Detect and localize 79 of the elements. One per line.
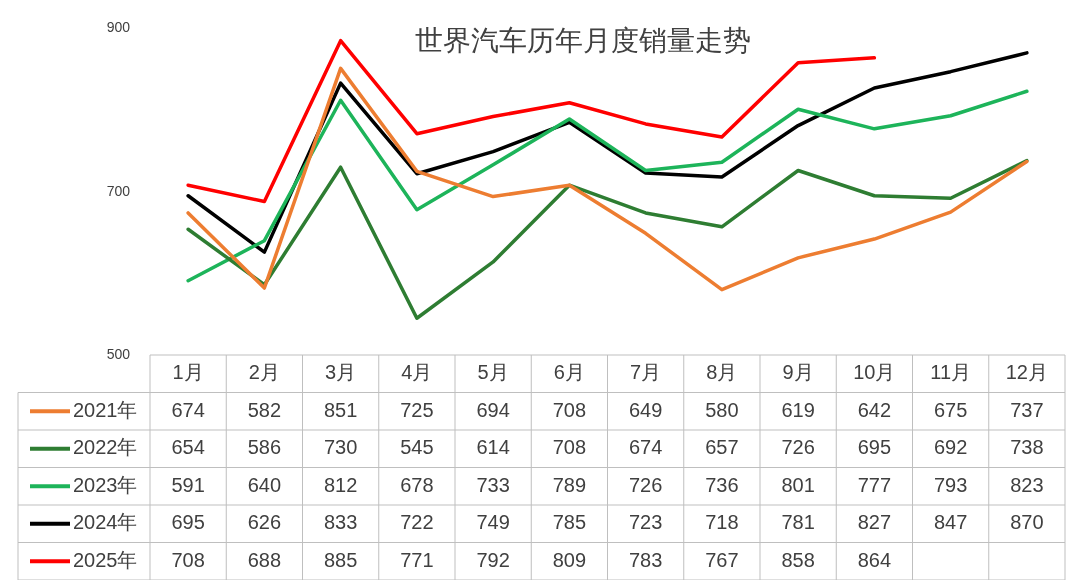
y-tick-label: 900 bbox=[106, 19, 131, 36]
data-label: 809 bbox=[552, 548, 587, 571]
data-label: 619 bbox=[781, 398, 815, 421]
x-tick-label: 4月 bbox=[401, 361, 433, 384]
data-label: 738 bbox=[1010, 436, 1044, 459]
data-label: 823 bbox=[1010, 473, 1044, 496]
data-label: 674 bbox=[628, 436, 663, 459]
data-label: 657 bbox=[705, 436, 739, 459]
data-label: 789 bbox=[552, 473, 587, 496]
data-label: 649 bbox=[628, 398, 663, 421]
data-label: 783 bbox=[628, 548, 663, 571]
x-tick-label: 9月 bbox=[782, 361, 814, 384]
data-label: 626 bbox=[247, 511, 282, 534]
data-label: 718 bbox=[705, 511, 739, 534]
x-tick-label: 8月 bbox=[706, 361, 738, 384]
legend-label: 2021年 bbox=[73, 398, 138, 421]
data-label: 580 bbox=[705, 398, 739, 421]
data-label: 591 bbox=[171, 473, 205, 496]
data-label: 749 bbox=[476, 511, 510, 534]
x-tick-label: 2月 bbox=[248, 361, 280, 384]
data-label: 885 bbox=[323, 548, 358, 571]
data-label: 737 bbox=[1010, 398, 1044, 421]
data-label: 694 bbox=[476, 398, 510, 421]
x-tick-label: 7月 bbox=[630, 361, 662, 384]
data-label: 726 bbox=[628, 473, 663, 496]
data-label: 858 bbox=[781, 548, 815, 571]
chart-title: 世界汽车历年月度销量走势 bbox=[414, 24, 751, 56]
x-tick-label: 1月 bbox=[172, 361, 204, 384]
data-label: 688 bbox=[247, 548, 282, 571]
data-label: 708 bbox=[171, 548, 205, 571]
data-label: 733 bbox=[476, 473, 510, 496]
data-label: 692 bbox=[933, 436, 968, 459]
data-label: 723 bbox=[628, 511, 663, 534]
y-tick-label: 700 bbox=[106, 182, 131, 199]
data-label: 708 bbox=[552, 436, 587, 459]
legend-label: 2024年 bbox=[73, 511, 138, 534]
data-label: 722 bbox=[400, 511, 434, 534]
data-label: 870 bbox=[1010, 511, 1044, 534]
data-label: 708 bbox=[552, 398, 587, 421]
data-label: 725 bbox=[400, 398, 434, 421]
data-label: 781 bbox=[781, 511, 815, 534]
data-label: 545 bbox=[400, 436, 434, 459]
data-label: 812 bbox=[323, 473, 358, 496]
data-label: 726 bbox=[781, 436, 815, 459]
data-label: 771 bbox=[400, 548, 434, 571]
data-label: 642 bbox=[857, 398, 892, 421]
data-label: 614 bbox=[476, 436, 510, 459]
y-tick-label: 500 bbox=[106, 345, 131, 362]
data-label: 801 bbox=[781, 473, 815, 496]
data-label: 847 bbox=[933, 511, 968, 534]
data-label: 785 bbox=[552, 511, 587, 534]
data-label: 792 bbox=[476, 548, 510, 571]
data-label: 675 bbox=[933, 398, 968, 421]
legend-label: 2025年 bbox=[73, 548, 138, 571]
data-label: 851 bbox=[323, 398, 358, 421]
data-label: 730 bbox=[323, 436, 358, 459]
data-label: 833 bbox=[323, 511, 358, 534]
x-tick-label: 12月 bbox=[1005, 361, 1048, 384]
data-label: 777 bbox=[857, 473, 892, 496]
data-label: 767 bbox=[705, 548, 739, 571]
data-label: 654 bbox=[171, 436, 205, 459]
data-label: 793 bbox=[933, 473, 968, 496]
data-label: 864 bbox=[857, 548, 892, 571]
x-tick-label: 5月 bbox=[477, 361, 509, 384]
x-tick-label: 11月 bbox=[930, 361, 972, 384]
data-label: 736 bbox=[705, 473, 739, 496]
data-label: 640 bbox=[247, 473, 282, 496]
legend-label: 2022年 bbox=[73, 436, 138, 459]
x-tick-label: 6月 bbox=[553, 361, 585, 384]
x-tick-label: 10月 bbox=[853, 361, 896, 384]
data-label: 586 bbox=[247, 436, 282, 459]
data-label: 582 bbox=[247, 398, 282, 421]
data-label: 695 bbox=[171, 511, 205, 534]
data-label: 827 bbox=[857, 511, 892, 534]
data-label: 695 bbox=[857, 436, 892, 459]
x-tick-label: 3月 bbox=[325, 361, 357, 384]
data-label: 678 bbox=[400, 473, 434, 496]
data-label: 674 bbox=[171, 398, 205, 421]
legend-label: 2023年 bbox=[73, 473, 138, 496]
